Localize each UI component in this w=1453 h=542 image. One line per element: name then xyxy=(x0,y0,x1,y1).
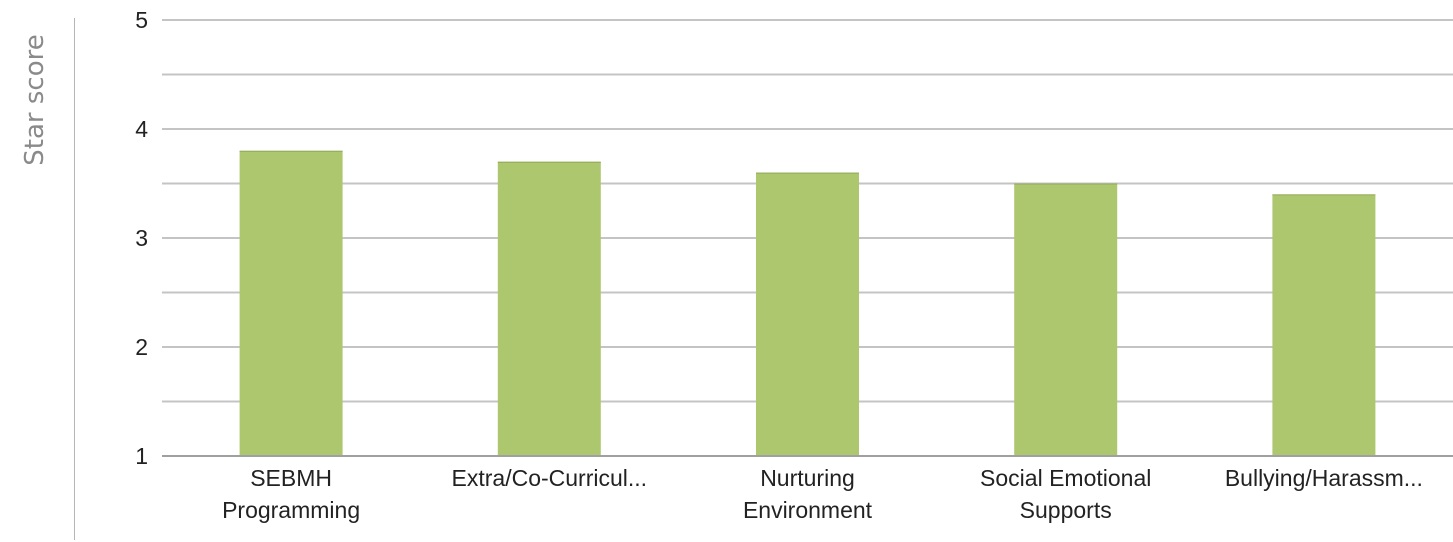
y-tick-label-3: 4 xyxy=(135,116,148,142)
x-tick-label-4: Bullying/Harassm... xyxy=(1225,465,1423,491)
bar-3 xyxy=(1014,183,1118,456)
x-tick-label-0: SEBMH Programming xyxy=(222,465,360,523)
y-tick-label-1: 2 xyxy=(135,334,148,360)
x-tick-label-line: SEBMH xyxy=(250,465,332,491)
y-axis-title-rule xyxy=(74,18,75,540)
x-tick-label-line: Bullying/Harassm... xyxy=(1225,465,1423,491)
bar-2 xyxy=(756,172,859,456)
x-tick-label-1: Extra/Co-Curricul... xyxy=(452,465,648,491)
bar-0 xyxy=(239,150,343,457)
y-tick-label-4: 5 xyxy=(135,7,148,33)
x-tick-label-2: Nurturing Environment xyxy=(743,465,873,523)
x-tick-label-line: Supports xyxy=(1020,497,1112,523)
x-tick-label-line: Nurturing xyxy=(760,465,855,491)
x-tick-label-line: Programming xyxy=(222,497,360,523)
bar-1 xyxy=(497,161,601,456)
y-tick-label-2: 3 xyxy=(135,225,148,251)
bar-4 xyxy=(1272,194,1376,456)
x-tick-label-line: Social Emotional xyxy=(980,465,1151,491)
x-tick-label-line: Environment xyxy=(743,497,873,523)
y-tick-label-0: 1 xyxy=(135,443,148,469)
x-tick-label-line: Extra/Co-Curricul... xyxy=(452,465,648,491)
x-tick-label-3: Social Emotional Supports xyxy=(980,465,1151,523)
